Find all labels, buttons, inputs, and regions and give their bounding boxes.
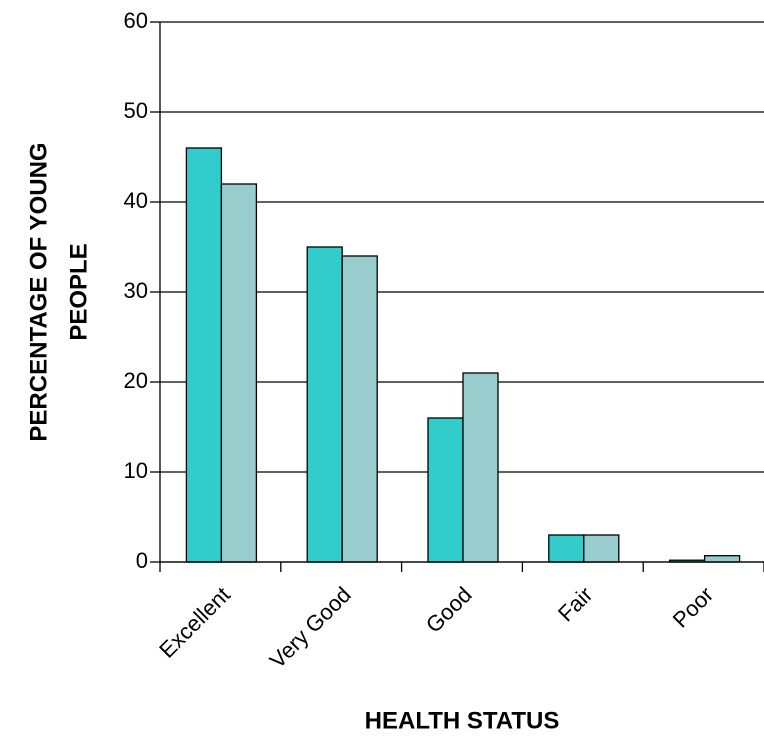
x-tick-label: Poor — [668, 582, 719, 633]
x-tick-label: Excellent — [154, 582, 235, 663]
bar — [185, 147, 223, 563]
x-tick-label: Fair — [553, 582, 597, 626]
x-tick-label: Good — [421, 582, 477, 638]
y-axis-title: PERCENTAGE OF YOUNG PEOPLE — [25, 142, 92, 441]
y-tick-label: 30 — [124, 278, 148, 303]
y-tick-label: 0 — [136, 548, 148, 573]
bar — [462, 372, 499, 563]
y-tick-label: 20 — [124, 368, 148, 393]
y-tick-label: 60 — [124, 8, 148, 33]
y-tick-label: 40 — [124, 188, 148, 213]
bar — [583, 534, 620, 563]
y-tick-label: 10 — [124, 458, 148, 483]
y-axis-title-line: PERCENTAGE OF YOUNG — [25, 142, 52, 441]
x-axis-title: HEALTH STATUS — [365, 707, 560, 734]
bar — [703, 555, 741, 563]
bar — [220, 183, 258, 563]
bar — [341, 255, 378, 563]
bar — [427, 417, 464, 563]
bar — [548, 534, 585, 563]
x-tick-label: Very Good — [265, 582, 356, 673]
bar — [306, 246, 343, 563]
y-tick-label: 50 — [124, 98, 148, 123]
y-axis-title-line: PEOPLE — [65, 243, 92, 340]
